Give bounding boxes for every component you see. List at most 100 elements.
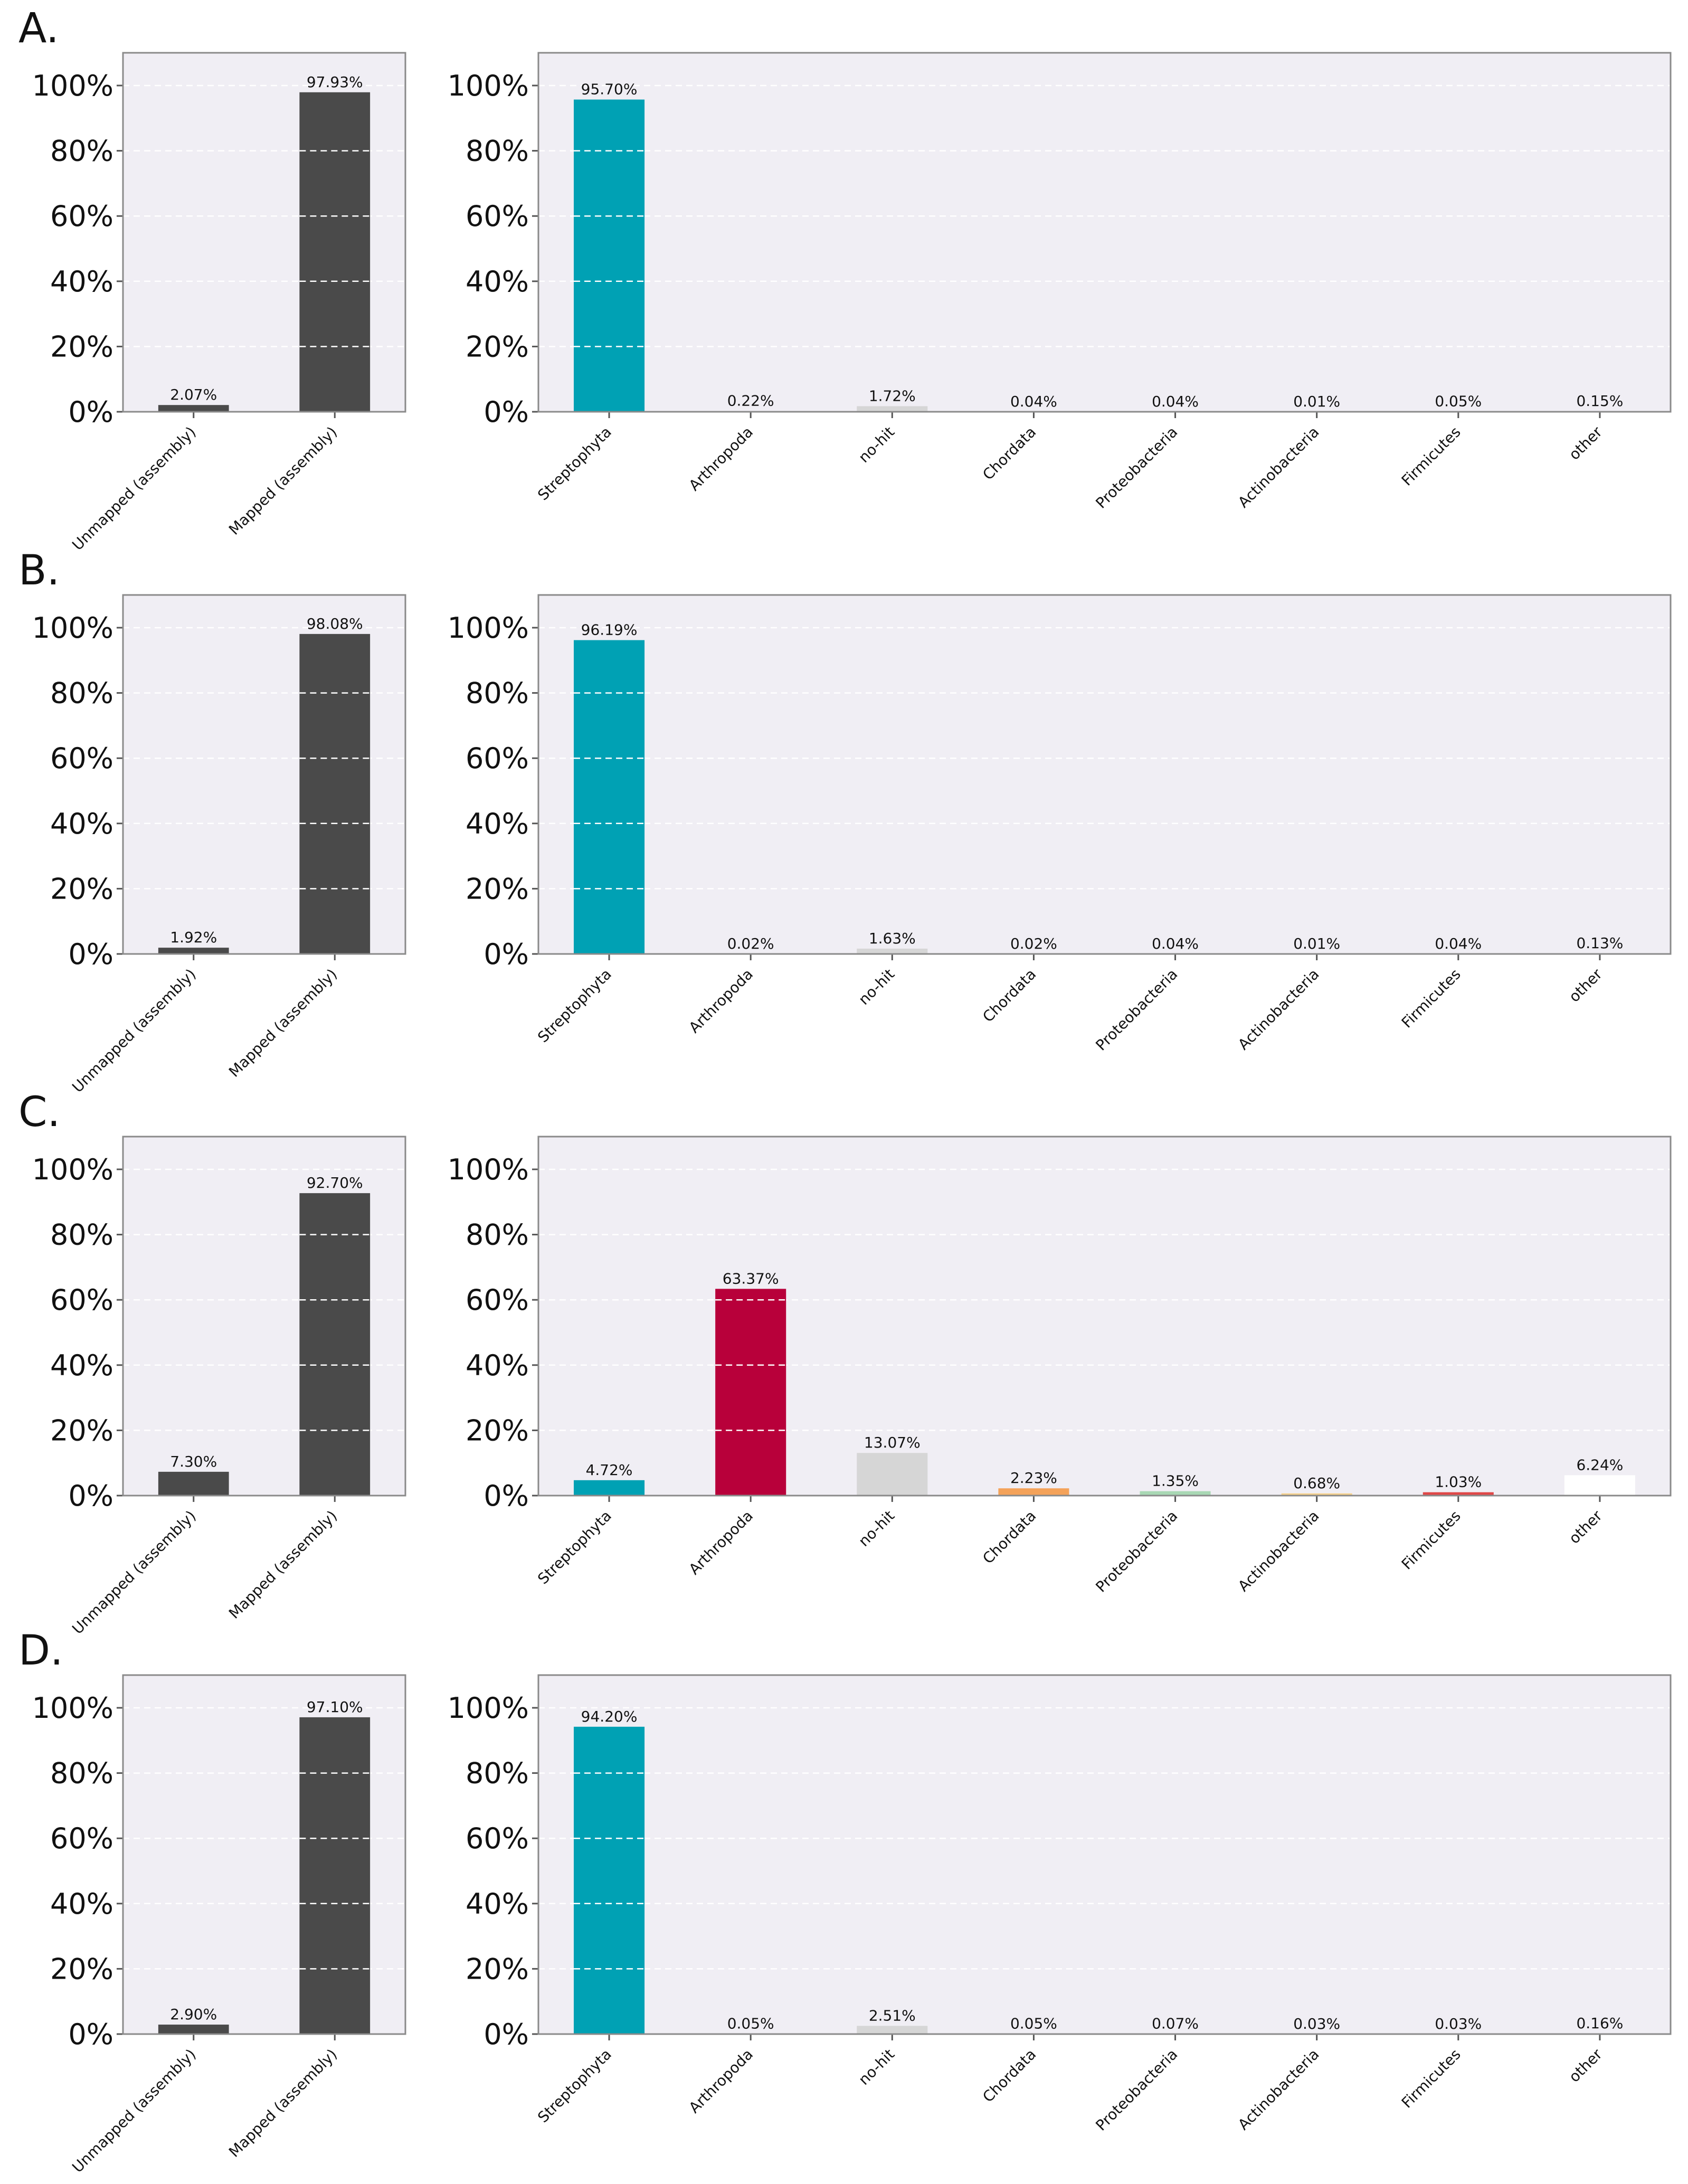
- data-label: 0.04%: [1435, 935, 1482, 952]
- plot-frame: [122, 52, 406, 413]
- y-tick-label: 20%: [466, 1414, 529, 1447]
- y-tick-label: 80%: [50, 1757, 113, 1790]
- y-tick-label: 0%: [68, 395, 113, 429]
- y-tick-label: 100%: [32, 611, 113, 645]
- plot-background: [538, 595, 1671, 954]
- taxonomy-chart: 0% 20% 40% 60% 80% 100% 95.70% Streptophyta 0.22…: [448, 52, 1672, 512]
- data-label: 1.35%: [1152, 1472, 1199, 1490]
- data-label: 0.05%: [727, 2015, 774, 2032]
- y-tick-label: 0%: [68, 938, 113, 971]
- y-tick-label: 60%: [50, 1283, 113, 1317]
- y-tick-label: 60%: [50, 1822, 113, 1855]
- y-tick-label: 60%: [50, 742, 113, 775]
- data-label: 97.93%: [307, 73, 363, 91]
- x-tick-label: Firmicutes: [1398, 1507, 1464, 1573]
- bar-no-hit: [857, 1453, 928, 1496]
- y-tick-label: 20%: [466, 330, 529, 363]
- data-label: 2.51%: [869, 2007, 916, 2024]
- y-tick-label: 0%: [68, 1479, 113, 1512]
- taxonomy-chart: 0% 20% 40% 60% 80% 100% 96.19% Streptophyta 0.02…: [448, 594, 1672, 1054]
- y-tick-label: 40%: [466, 265, 529, 298]
- data-label: 1.63%: [869, 930, 916, 947]
- plot-frame: [537, 1674, 1672, 2035]
- y-tick-label: 0%: [483, 395, 529, 429]
- x-tick-label: no-hit: [855, 1507, 898, 1550]
- y-tick-label: 40%: [50, 1349, 113, 1382]
- plot-frame: [122, 594, 406, 955]
- panel-label: B.: [18, 547, 60, 594]
- bar-proteobacteria: [1140, 1491, 1211, 1496]
- y-tick-label: 20%: [466, 1952, 529, 1986]
- data-label: 0.05%: [1435, 393, 1482, 410]
- data-label: 97.10%: [307, 1698, 363, 1716]
- data-label: 0.01%: [1293, 393, 1340, 410]
- bar-actinobacteria: [1281, 1493, 1352, 1496]
- plot-background: [538, 53, 1671, 412]
- y-tick-label: 60%: [466, 742, 529, 775]
- y-tick-label: 40%: [50, 265, 113, 298]
- data-label: 0.16%: [1576, 2015, 1623, 2032]
- data-label: 1.72%: [869, 387, 916, 404]
- data-label: 1.92%: [170, 929, 217, 946]
- panel-label: C.: [18, 1089, 60, 1136]
- x-tick-label: Chordata: [979, 423, 1039, 484]
- y-tick-label: 40%: [466, 1887, 529, 1921]
- y-tick-label: 100%: [32, 1153, 113, 1186]
- y-tick-label: 80%: [50, 677, 113, 710]
- x-tick-label: no-hit: [855, 2046, 898, 2088]
- y-tick-label: 60%: [466, 1283, 529, 1317]
- taxonomy-chart: 0% 20% 40% 60% 80% 100% 94.20% Streptophyta 0.05…: [448, 1674, 1672, 2134]
- data-label: 13.07%: [864, 1434, 921, 1451]
- data-label: 0.07%: [1152, 2015, 1199, 2032]
- data-label: 4.72%: [586, 1461, 633, 1479]
- y-tick-label: 40%: [466, 807, 529, 840]
- y-tick-label: 80%: [50, 1218, 113, 1252]
- panel-b: B. 0% 20% 40% 60% 80% 100% 1.92% Unmapped (assem…: [18, 547, 1672, 1096]
- data-label: 0.04%: [1152, 393, 1199, 410]
- y-tick-label: 100%: [32, 1691, 113, 1725]
- data-label: 7.30%: [170, 1453, 217, 1470]
- x-tick-label: Proteobacteria: [1092, 1507, 1181, 1596]
- bar-unmapped-assembly-: [158, 2025, 229, 2034]
- y-tick-label: 100%: [448, 1153, 529, 1186]
- bar-unmapped-assembly-: [158, 405, 229, 412]
- plot-frame: [537, 1136, 1672, 1497]
- x-tick-label: Streptophyta: [534, 423, 615, 504]
- x-tick-label: Chordata: [979, 966, 1039, 1026]
- bar-no-hit: [857, 2026, 928, 2034]
- bar-other: [1564, 1475, 1635, 1496]
- data-label: 0.04%: [1010, 393, 1057, 410]
- data-label: 0.22%: [727, 392, 774, 410]
- y-tick-label: 60%: [50, 200, 113, 233]
- plot-background: [538, 1675, 1671, 2034]
- x-tick-label: Mapped (assembly): [225, 966, 340, 1081]
- y-tick-label: 20%: [50, 1414, 113, 1447]
- bar-mapped-assembly-: [299, 1717, 371, 2034]
- data-label: 1.03%: [1435, 1473, 1482, 1491]
- panel-label: A.: [18, 5, 59, 52]
- x-tick-label: Streptophyta: [534, 1507, 615, 1588]
- y-tick-label: 40%: [50, 807, 113, 840]
- y-tick-label: 20%: [50, 872, 113, 905]
- y-tick-label: 40%: [50, 1887, 113, 1921]
- bar-streptophyta: [574, 1480, 645, 1496]
- x-tick-label: no-hit: [855, 966, 898, 1008]
- bar-no-hit: [857, 948, 928, 954]
- data-label: 95.70%: [581, 81, 638, 98]
- y-tick-label: 40%: [466, 1349, 529, 1382]
- x-tick-label: Actinobacteria: [1235, 423, 1323, 512]
- data-label: 0.68%: [1293, 1474, 1340, 1492]
- taxonomy-chart: 0% 20% 40% 60% 80% 100% 4.72% Streptophyta 63.37…: [448, 1136, 1672, 1596]
- data-label: 0.02%: [1010, 935, 1057, 952]
- x-tick-label: Unmapped (assembly): [69, 2046, 199, 2176]
- data-label: 98.08%: [307, 615, 363, 632]
- panel-a: A. 0% 20% 40% 60% 80% 100% 2.07% Unmapped (assem…: [18, 5, 1672, 554]
- y-tick-label: 60%: [466, 200, 529, 233]
- bar-streptophyta: [574, 1726, 645, 2034]
- y-tick-label: 100%: [448, 69, 529, 102]
- data-label: 0.05%: [1010, 2015, 1057, 2032]
- y-tick-label: 80%: [466, 677, 529, 710]
- y-tick-label: 0%: [483, 938, 529, 971]
- mapping-chart: 0% 20% 40% 60% 80% 100% 2.90% Unmapped (assembl…: [32, 1674, 406, 2176]
- x-tick-label: other: [1566, 423, 1606, 463]
